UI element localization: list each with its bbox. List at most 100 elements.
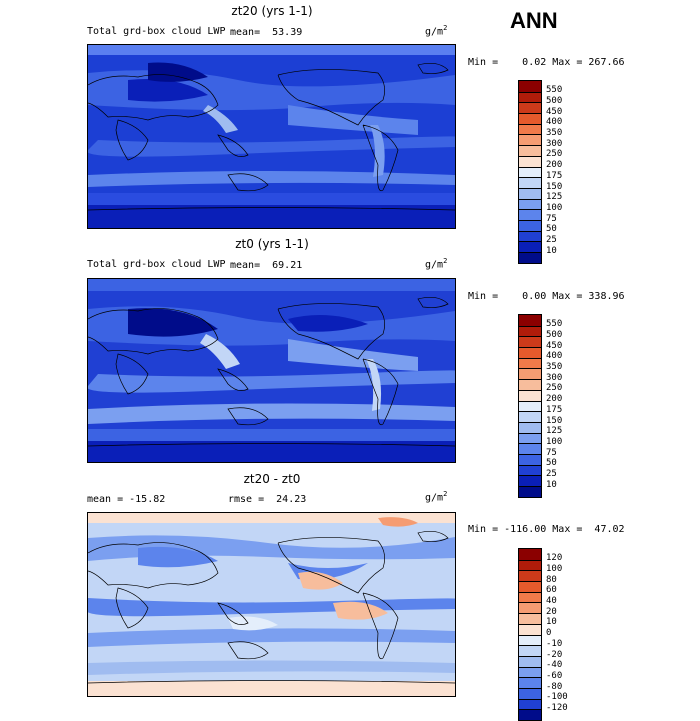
colorbar-swatch xyxy=(519,432,541,444)
colorbar-level-label: 50 xyxy=(546,224,557,235)
panel2-map xyxy=(87,278,456,463)
colorbar-swatch xyxy=(519,145,541,156)
colorbar-level-label: 300 xyxy=(546,372,563,383)
panel3-mean: mean = -15.82 xyxy=(87,494,166,505)
colorbar-swatch xyxy=(519,166,541,178)
colorbar-level-label: 400 xyxy=(546,117,563,128)
colorbar-level-label: -20 xyxy=(546,649,563,660)
colorbar-swatch xyxy=(519,645,541,656)
colorbar-swatch xyxy=(519,336,541,348)
colorbar-level-label: 120 xyxy=(546,553,563,564)
season-label: ANN xyxy=(510,8,558,33)
colorbar-level-label: 150 xyxy=(546,415,563,426)
colorbar-level-label: 500 xyxy=(546,329,563,340)
colorbar-swatch xyxy=(519,613,541,624)
colorbar-level-label: 100 xyxy=(546,436,563,447)
colorbar-level-label: 60 xyxy=(546,585,557,596)
colorbar-level-label: 50 xyxy=(546,458,557,469)
panel2-mean: mean= 69.21 xyxy=(230,260,303,271)
colorbar-level-label: 100 xyxy=(546,202,563,213)
colorbar-swatch xyxy=(519,709,541,720)
colorbar-swatch xyxy=(519,570,541,582)
colorbar-swatch xyxy=(519,91,541,103)
colorbar-swatch xyxy=(519,677,541,688)
colorbar-swatch xyxy=(519,549,541,560)
colorbar-swatch xyxy=(519,155,541,167)
colorbar-level-label: 20 xyxy=(546,606,557,617)
colorbar-level-label: 175 xyxy=(546,404,563,415)
panel3-rmse: rmse = 24.23 xyxy=(228,494,307,505)
colorbar-level-label: 350 xyxy=(546,128,563,138)
panel1-title: zt20 (yrs 1-1) xyxy=(231,4,313,18)
colorbar-level-label: -100 xyxy=(546,692,568,703)
colorbar-swatch xyxy=(519,219,541,231)
colorbar-swatch xyxy=(519,347,541,358)
colorbar-level-label: 80 xyxy=(546,574,557,585)
colorbar-level-label: 125 xyxy=(546,192,563,203)
colorbar-swatch xyxy=(519,368,541,380)
panel3-title: zt20 - zt0 xyxy=(243,472,301,486)
panel1-units: g/m2 xyxy=(425,24,448,38)
panel1-colorbar xyxy=(518,80,542,264)
panel2-colorbar xyxy=(518,314,542,498)
colorbar-swatch xyxy=(519,666,541,678)
colorbar-level-label: 10 xyxy=(546,617,557,628)
colorbar-level-label: 450 xyxy=(546,340,563,351)
colorbar-swatch xyxy=(519,591,541,603)
colorbar-level-label: 100 xyxy=(546,563,563,574)
colorbar-swatch xyxy=(519,177,541,188)
colorbar-swatch xyxy=(519,464,541,476)
colorbar-swatch xyxy=(519,134,541,146)
colorbar-level-label: 75 xyxy=(546,213,557,224)
colorbar-level-label: 450 xyxy=(546,106,563,117)
panel2-minmax: Min = 0.00 Max = 338.96 xyxy=(468,291,625,302)
colorbar-swatch xyxy=(519,421,541,433)
colorbar-swatch xyxy=(519,123,541,135)
colorbar-swatch xyxy=(519,113,541,124)
colorbar-swatch xyxy=(519,655,541,667)
panel2-subtitle: Total grd-box cloud LWP xyxy=(87,259,226,270)
colorbar-swatch xyxy=(519,325,541,337)
colorbar-swatch xyxy=(519,581,541,592)
colorbar-swatch xyxy=(519,241,541,252)
colorbar-swatch xyxy=(519,400,541,412)
colorbar-level-label: -60 xyxy=(546,670,563,681)
colorbar-level-label: 25 xyxy=(546,469,557,479)
colorbar-swatch xyxy=(519,559,541,571)
colorbar-level-label: 400 xyxy=(546,351,563,362)
colorbar-level-label: 150 xyxy=(546,181,563,192)
panel3-units: g/m2 xyxy=(425,490,448,504)
colorbar-level-label: 25 xyxy=(546,235,557,245)
colorbar-level-label: 175 xyxy=(546,170,563,181)
colorbar-swatch xyxy=(519,209,541,220)
colorbar-swatch xyxy=(519,443,541,454)
colorbar-level-label: 250 xyxy=(546,383,563,394)
colorbar-level-label: 550 xyxy=(546,85,563,96)
colorbar-swatch xyxy=(519,687,541,699)
panel1-minmax: Min = 0.02 Max = 267.66 xyxy=(468,57,625,68)
colorbar-swatch xyxy=(519,623,541,635)
panel3-map xyxy=(87,512,456,697)
colorbar-level-label: 250 xyxy=(546,149,563,160)
panel1-subtitle: Total grd-box cloud LWP xyxy=(87,26,226,37)
colorbar-swatch xyxy=(519,475,541,486)
colorbar-swatch xyxy=(519,379,541,390)
colorbar-swatch xyxy=(519,602,541,614)
colorbar-swatch xyxy=(519,411,541,422)
colorbar-level-label: 200 xyxy=(546,160,563,171)
colorbar-swatch xyxy=(519,389,541,401)
colorbar-level-label: -80 xyxy=(546,681,563,692)
colorbar-level-label: 0 xyxy=(546,628,552,639)
colorbar-level-label: 550 xyxy=(546,319,563,330)
colorbar-swatch xyxy=(519,187,541,199)
colorbar-swatch xyxy=(519,453,541,465)
colorbar-level-label: 10 xyxy=(546,479,557,490)
panel1-mean: mean= 53.39 xyxy=(230,27,303,38)
colorbar-swatch xyxy=(519,486,541,497)
colorbar-level-label: 500 xyxy=(546,95,563,106)
colorbar-swatch xyxy=(519,315,541,326)
colorbar-swatch xyxy=(519,198,541,210)
colorbar-level-label: 40 xyxy=(546,596,557,606)
colorbar-level-label: 300 xyxy=(546,138,563,149)
colorbar-swatch xyxy=(519,634,541,646)
